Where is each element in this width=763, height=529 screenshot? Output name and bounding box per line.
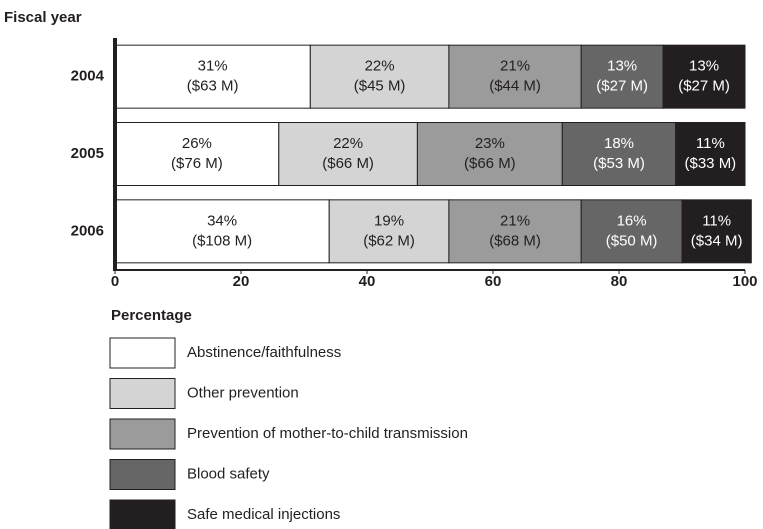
amount-label: ($27 M)	[678, 78, 730, 95]
x-tick-label: 80	[611, 273, 628, 290]
legend-label: Safe medical injections	[187, 506, 340, 523]
amount-label: ($66 M)	[464, 155, 516, 172]
value-label: 21%	[500, 212, 530, 229]
amount-label: ($62 M)	[363, 232, 415, 249]
value-label: 26%	[182, 135, 212, 152]
legend-label: Blood safety	[187, 465, 270, 482]
value-label: 13%	[607, 58, 637, 75]
bar-segment	[681, 199, 752, 264]
value-label: 34%	[207, 212, 237, 229]
value-label: 11%	[696, 135, 725, 152]
legend-label: Abstinence/faithfulness	[187, 344, 341, 361]
x-tick-label: 40	[359, 273, 376, 290]
value-label: 19%	[374, 212, 404, 229]
legend-swatch	[109, 337, 176, 369]
y-axis-title: Fiscal year	[4, 9, 82, 26]
legend-swatch	[109, 378, 176, 409]
bar-segment	[114, 122, 280, 186]
x-tick-label: 60	[485, 273, 502, 290]
value-label: 13%	[689, 58, 719, 75]
x-tick-label: 0	[111, 273, 119, 290]
bar-segment	[561, 122, 677, 186]
value-label: 16%	[617, 212, 647, 229]
amount-label: ($53 M)	[593, 155, 645, 172]
bar-segment	[448, 44, 582, 109]
bar-segment	[662, 44, 746, 109]
bar-segment	[114, 44, 311, 109]
amount-label: ($45 M)	[354, 78, 406, 95]
value-label: 22%	[365, 58, 395, 75]
amount-label: ($34 M)	[691, 232, 743, 249]
x-tick-label: 20	[233, 273, 250, 290]
legend-label: Prevention of mother-to-child transmissi…	[187, 425, 468, 442]
amount-label: ($68 M)	[489, 232, 541, 249]
x-tick-label: 100	[732, 273, 757, 290]
bar-segment	[448, 199, 582, 264]
bar-segment	[328, 199, 450, 264]
y-tick-label: 2004	[71, 68, 105, 85]
bar-segment	[580, 199, 683, 264]
x-axis-title: Percentage	[111, 307, 192, 324]
amount-label: ($50 M)	[606, 232, 658, 249]
y-tick-label: 2006	[71, 222, 104, 239]
value-label: 21%	[500, 58, 530, 75]
bar-segment	[675, 122, 746, 186]
bar-segment	[309, 44, 450, 109]
amount-label: ($33 M)	[685, 155, 737, 172]
amount-label: ($66 M)	[322, 155, 374, 172]
legend-swatch	[109, 499, 176, 529]
amount-label: ($27 M)	[596, 78, 648, 95]
amount-label: ($108 M)	[192, 232, 252, 249]
value-label: 23%	[475, 135, 505, 152]
amount-label: ($44 M)	[489, 78, 541, 95]
bar-segment	[278, 122, 418, 186]
value-label: 31%	[198, 58, 228, 75]
value-label: 11%	[702, 212, 731, 229]
legend-label: Other prevention	[187, 384, 299, 401]
amount-label: ($76 M)	[171, 155, 223, 172]
legend-swatch	[109, 418, 176, 450]
legend-swatch	[109, 459, 176, 490]
amount-label: ($63 M)	[187, 78, 239, 95]
y-tick-label: 2005	[71, 145, 104, 162]
value-label: 22%	[333, 135, 363, 152]
bar-segment	[580, 44, 664, 109]
value-label: 18%	[604, 135, 634, 152]
bar-segment	[416, 122, 563, 186]
